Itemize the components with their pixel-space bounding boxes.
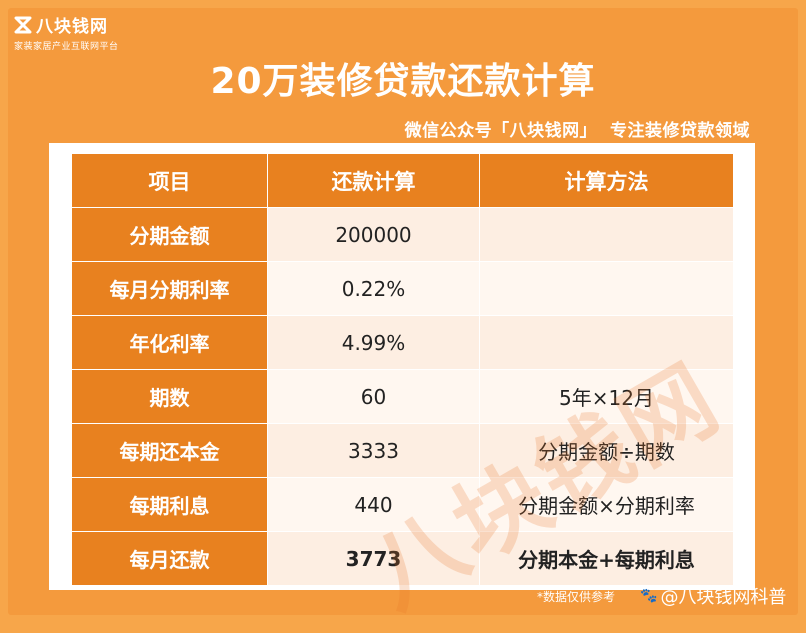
- table-row: 每月分期利率 0.22%: [71, 261, 734, 316]
- page-title: 20万装修贷款还款计算: [210, 61, 596, 102]
- footnote: *数据仅供参考: [537, 590, 616, 604]
- table-panel: 项目 还款计算 计算方法 分期金额 200000 每月分期利率 0.22% 年化…: [49, 143, 755, 629]
- row-method: [479, 315, 734, 370]
- repayment-table: 项目 还款计算 计算方法 分期金额 200000 每月分期利率 0.22% 年化…: [71, 153, 734, 586]
- row-item: 每月分期利率: [71, 261, 268, 316]
- brand-tag-text: @八块钱网科普: [660, 587, 787, 608]
- row-calc-total: 3773: [267, 531, 480, 586]
- row-method: [479, 207, 734, 262]
- row-method-total: 分期本金+每期利息: [479, 531, 734, 586]
- row-calc: 4.99%: [267, 315, 480, 370]
- table-row: 期数 60 5年×12月: [71, 369, 734, 424]
- row-method: 5年×12月: [479, 369, 734, 424]
- row-method: [479, 261, 734, 316]
- table-row: 分期金额 200000: [71, 207, 734, 262]
- table-header-row: 项目 还款计算 计算方法: [71, 153, 734, 208]
- row-item: 每期利息: [71, 477, 268, 532]
- logo-name: 八块钱网: [36, 17, 108, 37]
- table-row: 每期利息 440 分期金额×分期利率: [71, 477, 734, 532]
- paw-icon: 🐾: [640, 588, 658, 604]
- row-calc: 60: [267, 369, 480, 424]
- logo-tagline: 家装家居产业互联网平台: [14, 42, 119, 52]
- row-calc: 200000: [267, 207, 480, 262]
- header-method: 计算方法: [479, 153, 734, 208]
- table-row: 每期还本金 3333 分期金额÷期数: [71, 423, 734, 478]
- row-method: 分期金额×分期利率: [479, 477, 734, 532]
- table-row-total: 每月还款 3773 分期本金+每期利息: [71, 531, 734, 586]
- row-item: 分期金额: [71, 207, 268, 262]
- row-calc: 0.22%: [267, 261, 480, 316]
- brand-tag: 🐾 @八块钱网科普: [640, 583, 786, 609]
- row-item: 每月还款: [71, 531, 268, 586]
- table-row: 年化利率 4.99%: [71, 315, 734, 370]
- row-item: 期数: [71, 369, 268, 424]
- header-calc: 还款计算: [267, 153, 480, 208]
- header-item: 项目: [71, 153, 268, 208]
- row-method: 分期金额÷期数: [479, 423, 734, 478]
- page-subtitle: 微信公众号「八块钱网」 专注装修贷款领域: [404, 121, 750, 141]
- row-item: 年化利率: [71, 315, 268, 370]
- row-item: 每期还本金: [71, 423, 268, 478]
- row-calc: 3333: [267, 423, 480, 478]
- logo: 八块钱网 家装家居产业互联网平台: [14, 12, 119, 52]
- row-calc: 440: [267, 477, 480, 532]
- logo-mark-icon: [14, 16, 32, 34]
